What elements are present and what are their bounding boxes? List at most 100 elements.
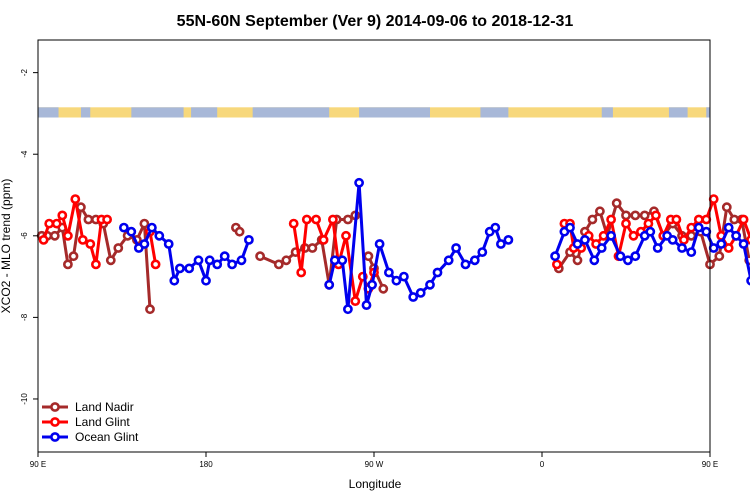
data-point [738,239,749,249]
data-point [701,226,712,237]
data-point [383,267,394,278]
data-point [693,214,704,225]
data-point [598,230,609,241]
data-point [113,243,124,253]
data-point [587,214,598,225]
data-point [63,259,73,270]
map-strip-ocean-4 [252,107,330,118]
data-point [307,243,318,253]
map-strip-ocean-3 [191,107,218,118]
data-point [38,234,49,245]
data-point [154,230,165,241]
data-point [621,210,631,221]
series-land-glint [38,194,750,306]
data-point [746,235,750,245]
data-point [367,279,377,290]
data-point [630,210,641,221]
data-point [301,214,312,225]
data-point [451,243,461,253]
data-point [425,279,435,290]
chart-title: 55N-60N September (Ver 9) 2014-09-06 to … [177,13,574,30]
data-point [91,259,101,270]
data-point [83,214,94,225]
data-point [341,230,351,241]
data-point [184,263,195,274]
data-point [318,234,329,245]
data-point [70,194,81,204]
series-land-nadir [36,198,750,315]
data-point [51,218,62,229]
data-point [145,304,155,315]
data-point [85,239,96,249]
data-point [686,247,697,257]
data-point [273,259,284,270]
data-point [721,202,732,213]
data-point [169,275,180,286]
data-point [342,214,353,225]
data-point [716,239,727,249]
data-point [204,255,215,266]
data-point [163,239,174,249]
y-tick-label: -6 [20,232,29,240]
data-point [652,243,663,253]
map-strip-ocean-8 [668,107,688,118]
legend-item: Land Glint [42,415,130,429]
data-point [621,218,631,229]
y-tick-label: -8 [20,313,29,321]
y-tick-label: -2 [20,69,29,77]
data-point [363,251,374,262]
data-point [361,300,372,310]
legend-item: Ocean Glint [42,430,139,444]
x-tick-label: 180 [199,460,213,469]
data-point [628,230,639,241]
data-point [679,234,689,245]
data-point [615,251,626,262]
x-axis: 90 E 180 90 W 0 90 E [30,452,718,469]
map-strip-ocean-2 [131,107,184,118]
data-point [126,226,137,237]
data-point [671,214,682,225]
y-axis-label: XCO2 - MLO trend (ppm) [0,179,13,314]
map-strip-ocean-9 [706,107,710,118]
data-point [193,255,204,266]
data-point [606,214,616,225]
map-strip-ocean-7 [601,107,613,118]
data-point [596,243,607,253]
map-strip-ocean-5 [359,107,430,118]
data-point [350,296,361,306]
map-strip-ocean-6 [480,107,509,118]
data-point [327,214,338,225]
data-point [552,259,562,270]
data-point [243,234,254,245]
data-point [324,279,335,290]
data-point [443,255,454,266]
data-point [667,234,678,245]
data-point [174,263,185,274]
x-axis-label: Longitude [349,477,402,491]
data-point [119,222,129,233]
data-point [623,255,633,266]
data-point [227,259,237,270]
data-point [150,259,161,270]
data-point [415,287,426,298]
data-point [495,239,506,249]
x-tick-label: 0 [540,460,545,469]
legend-marker [50,402,60,412]
data-point [212,259,223,270]
legend-item: Land Nadir [42,400,134,414]
map-strip [38,107,710,118]
data-point [550,251,560,262]
map-strip-ocean-0 [38,107,59,118]
data-point [746,275,750,286]
data-point [57,210,68,221]
data-point [643,218,654,229]
data-point [477,247,488,257]
data-point [374,239,385,249]
data-point [391,275,402,286]
data-point [288,218,299,229]
x-tick-label: 90 E [702,460,718,469]
data-point [408,292,419,302]
data-point [708,243,719,253]
data-point [44,218,55,229]
